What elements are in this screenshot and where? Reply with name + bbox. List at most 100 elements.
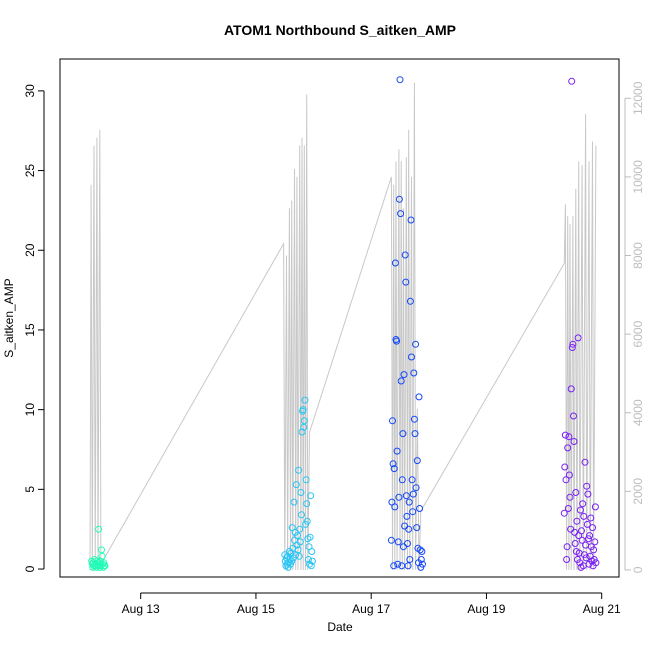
data-point: [572, 489, 580, 496]
data-point: [299, 406, 307, 414]
primary-series: [88, 76, 600, 571]
data-point: [578, 527, 585, 535]
data-point: [297, 489, 305, 496]
data-point: [591, 538, 599, 546]
data-point: [406, 556, 414, 563]
data-point: [394, 538, 402, 546]
y2-tick-label: 4000: [631, 399, 645, 426]
y2-tick-label: 6000: [631, 320, 645, 347]
y-axis: 0 5 10 15 20 25 30: [23, 84, 45, 572]
data-point: [397, 210, 405, 218]
data-point: [298, 428, 306, 436]
data-point: [567, 385, 575, 393]
data-point: [413, 457, 421, 465]
x-tick-label: Aug 13: [122, 602, 160, 616]
data-point: [404, 562, 412, 570]
plot-frame: [59, 58, 620, 578]
data-point: [391, 259, 399, 267]
data-point: [561, 431, 569, 439]
x-axis-label: Date: [327, 620, 353, 634]
data-point: [569, 340, 577, 348]
data-point: [586, 532, 594, 540]
data-point: [400, 371, 408, 379]
data-point: [560, 509, 568, 517]
data-point: [583, 520, 591, 528]
data-point: [574, 334, 582, 342]
data-point: [404, 540, 411, 547]
y-tick-label: 5: [23, 486, 37, 493]
data-point: [570, 438, 578, 445]
data-point: [99, 563, 107, 571]
data-point: [399, 430, 407, 438]
data-point: [591, 503, 599, 511]
data-point: [412, 340, 420, 348]
y2-tick-label: 2000: [631, 478, 645, 505]
secondary-series: [89, 82, 597, 570]
data-point: [587, 514, 595, 522]
data-point: [585, 535, 592, 543]
data-point: [568, 77, 576, 85]
y2-axis: 0 2000 4000 6000 8000 10000 12000: [624, 81, 645, 573]
data-point: [307, 492, 315, 500]
y-axis-label: S_aitken_AMP: [2, 278, 16, 357]
data-point: [393, 337, 401, 345]
data-point: [409, 490, 417, 498]
chart-title: ATOM1 Northbound S_aitken_AMP: [224, 22, 456, 38]
data-point: [402, 492, 410, 500]
data-point: [579, 500, 587, 508]
data-point: [98, 546, 105, 554]
data-point: [286, 556, 294, 563]
y-tick-label: 15: [23, 323, 37, 337]
data-point: [303, 500, 311, 508]
data-point: [303, 517, 311, 525]
secondary-line: [89, 82, 597, 570]
data-point: [293, 532, 301, 540]
data-point: [417, 556, 425, 563]
data-point: [98, 552, 106, 560]
data-point: [403, 512, 411, 520]
data-point: [300, 417, 308, 425]
data-point: [408, 476, 416, 484]
data-point: [408, 353, 415, 361]
data-point: [580, 512, 588, 520]
data-point: [589, 524, 596, 532]
data-point: [410, 369, 418, 377]
data-point: [398, 476, 406, 484]
data-point: [565, 471, 573, 479]
y2-tick-label: 12000: [631, 81, 645, 115]
y-tick-label: 30: [23, 84, 37, 98]
data-point: [393, 447, 401, 455]
data-point: [95, 525, 103, 533]
data-point: [394, 560, 402, 568]
data-point: [400, 543, 407, 551]
data-point: [401, 251, 409, 259]
data-point: [413, 524, 421, 532]
data-point: [411, 430, 419, 438]
data-point: [561, 463, 569, 471]
data-point: [308, 548, 316, 555]
data-point: [294, 546, 302, 554]
x-tick-label: Aug 19: [467, 602, 505, 616]
data-point: [295, 466, 303, 474]
y-tick-label: 0: [23, 565, 37, 572]
data-point: [301, 396, 309, 404]
y2-tick-label: 0: [631, 566, 645, 573]
data-point: [296, 538, 304, 546]
data-point: [573, 517, 581, 525]
y-tick-label: 10: [23, 403, 37, 417]
y-tick-label: 25: [23, 164, 37, 178]
data-point: [307, 562, 315, 570]
data-point: [304, 556, 312, 563]
data-point: [564, 505, 572, 512]
data-point: [410, 415, 418, 423]
data-point: [583, 482, 591, 490]
x-axis: Aug 13 Aug 15 Aug 17 Aug 19 Aug 21: [122, 592, 621, 616]
data-point: [295, 552, 303, 560]
data-point: [405, 498, 413, 506]
data-point: [570, 412, 577, 420]
data-point: [409, 508, 417, 516]
data-point: [405, 525, 413, 533]
data-point: [592, 559, 600, 567]
data-point: [407, 216, 415, 224]
